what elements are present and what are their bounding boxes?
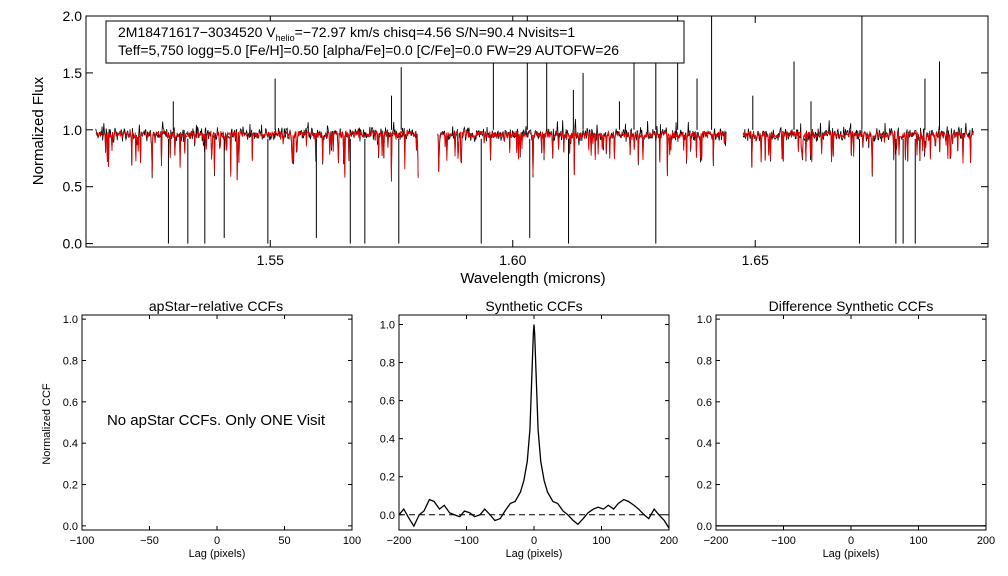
apstar-ccf-ylabel: Normalized CCF [41, 383, 53, 465]
synthetic-spectrum-line [742, 129, 974, 174]
spectrum-axes-frame [85, 15, 989, 248]
apstar-ccf-xtick-label: −100 [70, 535, 95, 547]
info-line-1-values: =−72.97 km/s chisq=4.56 S/N=90.4 Nvisits… [295, 24, 576, 40]
synthetic-ccf-title: Synthetic CCFs [485, 298, 582, 314]
synthetic-spectrum-line [437, 129, 727, 176]
synthetic-ccf-ytick-label: 1.0 [380, 320, 395, 332]
apstar-ccf-ytick-label: 1.0 [63, 314, 78, 326]
apstar-ccf-ytick-label: 0.4 [63, 438, 78, 450]
difference-ccf-axes: −200 −100 0 100 200 0.0 0.2 0.4 0.6 0.8 1.0 [697, 314, 995, 547]
spectrum-ytick-label: 0.0 [63, 236, 83, 252]
difference-ccf-panel: Difference Synthetic CCFs −200 −100 0 100 20… [697, 298, 995, 560]
spectrum-ylabel: Normalized Flux [30, 76, 47, 185]
synthetic-ccf-xtick-label: −200 [387, 535, 412, 547]
apstar-ccf-ytick-label: 0.2 [63, 480, 78, 492]
info-line-1: 2M18471617−3034520 Vhelio=−72.97 km/s ch… [118, 24, 575, 43]
difference-ccf-ytick-label: 0.4 [697, 438, 712, 450]
synthetic-ccf-ytick-label: 0.6 [380, 396, 395, 408]
apstar-ccf-xlabel: Lag (pixels) [189, 548, 246, 560]
synthetic-ccf-ytick-label: 0.2 [380, 472, 395, 484]
no-ccf-message: No apStar CCFs. Only ONE Visit [107, 412, 326, 429]
difference-ccf-ytick-label: 0.8 [697, 355, 712, 367]
synthetic-ccf-xtick-label: −100 [454, 535, 479, 547]
synthetic-ccf-axes-frame [398, 314, 670, 531]
apstar-ccf-title: apStar−relative CCFs [149, 298, 283, 314]
synthetic-spectrum-line [95, 129, 419, 182]
synthetic-ccf-xtick-label: 200 [660, 535, 678, 547]
apstar-ccf-xtick-label: 50 [278, 535, 290, 547]
info-line-1-subscript: helio [276, 33, 295, 43]
difference-ccf-xlabel: Lag (pixels) [823, 548, 880, 560]
spectrum-panel: 1.55 1.60 1.65 0.0 0.5 1.0 1.5 2.0 2M18471617−3… [30, 8, 989, 287]
synthetic-ccf-axes: −200 −100 0 100 200 0.0 0.2 0.4 0.6 0.8 1.0 [380, 315, 678, 547]
observed-spectrum-line [742, 120, 974, 177]
synthetic-ccf-panel: Synthetic CCFs −200 −100 0 100 200 0.0 0.2 0.4 0… [380, 298, 678, 560]
apstar-ccf-ytick-label: 0.0 [63, 521, 78, 533]
difference-ccf-xtick-label: 0 [848, 535, 854, 547]
synthetic-ccf-ytick-label: 0.0 [380, 510, 395, 522]
info-box [105, 20, 685, 64]
observed-spectrum-line [95, 121, 419, 182]
synthetic-ccf-ytick-label: 0.4 [380, 434, 395, 446]
synthetic-ccf-xtick-label: 100 [592, 535, 610, 547]
difference-ccf-ytick-label: 0.2 [697, 480, 712, 492]
apstar-ccf-ytick-label: 0.8 [63, 355, 78, 367]
difference-ccf-xtick-label: 200 [977, 535, 995, 547]
synthetic-ccf-xtick-label: 0 [531, 535, 537, 547]
synthetic-ccf-xlabel: Lag (pixels) [506, 548, 563, 560]
synthetic-ccf-line [398, 324, 670, 529]
spectrum-xtick-label: 1.65 [742, 252, 769, 268]
synthetic-ccf-ytick-label: 0.8 [380, 358, 395, 370]
difference-ccf-ytick-label: 0.6 [697, 397, 712, 409]
difference-ccf-axes-frame [715, 314, 987, 531]
spectrum-axes: 1.55 1.60 1.65 0.0 0.5 1.0 1.5 2.0 [63, 8, 988, 268]
spectrum-plot-area [95, 16, 974, 244]
info-line-1-star: 2M18471617−3034520 V [118, 24, 276, 40]
spectrum-ytick-label: 1.5 [63, 65, 83, 81]
difference-ccf-title: Difference Synthetic CCFs [769, 298, 934, 314]
spectrum-xtick-label: 1.60 [499, 252, 526, 268]
apstar-ccf-xtick-label: 100 [343, 535, 361, 547]
spectrum-ytick-label: 0.5 [63, 179, 83, 195]
difference-ccf-ytick-label: 0.0 [697, 521, 712, 533]
spectrum-ytick-label: 2.0 [63, 8, 83, 24]
difference-ccf-xtick-label: −200 [704, 535, 729, 547]
apstar-ccf-xtick-label: 0 [214, 535, 220, 547]
info-line-2: Teff=5,750 logg=5.0 [Fe/H]=0.50 [alpha/F… [118, 42, 619, 58]
apstar-ccf-panel: apStar−relative CCFs −100 −50 0 50 100 0.0 0.2… [41, 298, 361, 560]
apstar-ccf-xtick-label: −50 [140, 535, 159, 547]
difference-ccf-xtick-label: −100 [771, 535, 796, 547]
apstar-ccf-axes: −100 −50 0 50 100 0.0 0.2 0.4 0.6 0.8 1.0 [63, 314, 361, 547]
apstar-ccf-ytick-label: 0.6 [63, 397, 78, 409]
synthetic-ccf-plot-area [398, 324, 670, 529]
spectrum-xlabel: Wavelength (microns) [460, 270, 605, 287]
difference-ccf-xtick-label: 100 [909, 535, 927, 547]
spectrum-xtick-label: 1.55 [257, 252, 284, 268]
spectrum-ytick-label: 1.0 [63, 122, 83, 138]
difference-ccf-ytick-label: 1.0 [697, 314, 712, 326]
